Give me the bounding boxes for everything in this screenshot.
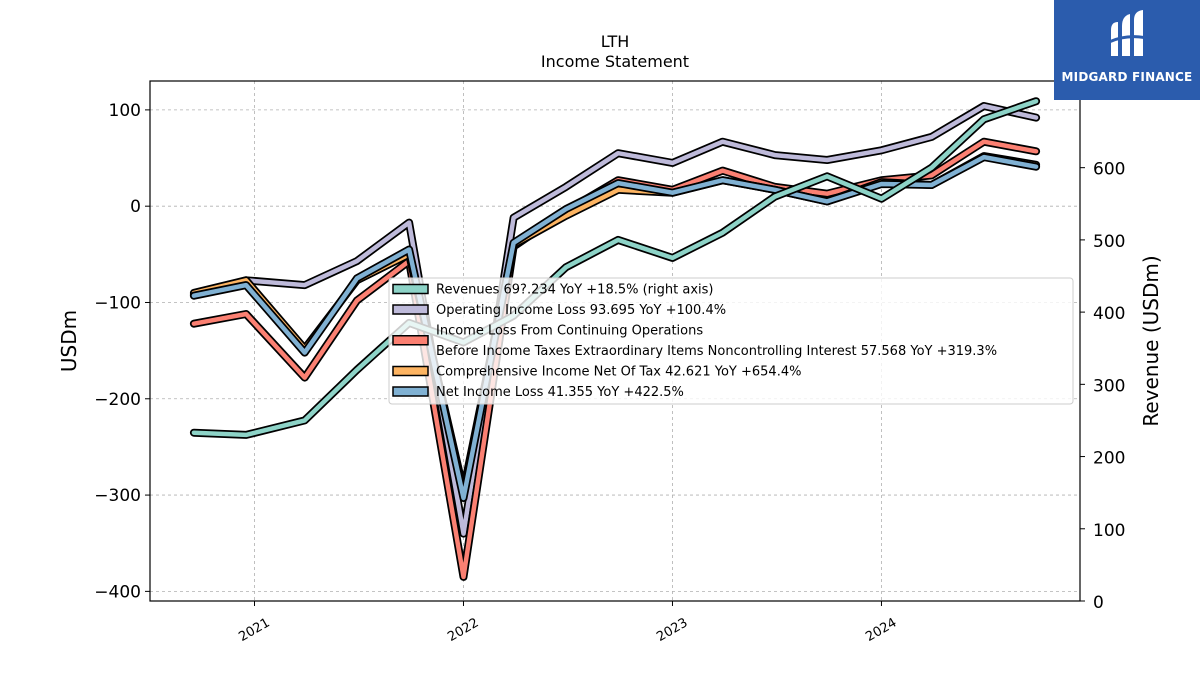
legend-swatch — [392, 386, 429, 397]
axes — [145, 80, 1085, 606]
legend-label: Income Loss From Continuing Operations — [436, 324, 703, 339]
y-tick-label-right: 600 — [1093, 160, 1125, 180]
legend-box — [388, 277, 1074, 405]
x-tick-label: 2023 — [654, 615, 690, 645]
y-tick-label-right: 0 — [1093, 593, 1104, 613]
x-tick-label: 2021 — [236, 615, 272, 645]
chart-title: LTH — [601, 32, 630, 51]
legend-swatch — [392, 335, 429, 346]
midgard-finance-logo: MIDGARD FINANCE — [1054, 0, 1200, 100]
legend-label: Before Income Taxes Extraordinary Items … — [436, 344, 997, 359]
y-tick-label-left: −300 — [94, 486, 141, 506]
y-tick-label-right: 100 — [1093, 521, 1125, 541]
y-tick-label-right: 500 — [1093, 232, 1125, 252]
y-tick-label-left: −400 — [94, 582, 141, 602]
x-tick-label: 2024 — [863, 615, 899, 645]
y-tick-label-right: 400 — [1093, 304, 1125, 324]
y-axis-label-right: Revenue (USDm) — [1139, 255, 1163, 426]
legend-swatch — [392, 283, 429, 295]
y-tick-label-right: 200 — [1093, 449, 1125, 469]
y-tick-label-left: −200 — [94, 390, 141, 410]
chart-subtitle: Income Statement — [541, 52, 689, 71]
legend-label: Revenues 69?.234 YoY +18.5% (right axis) — [436, 283, 713, 298]
y-tick-label-left: −100 — [94, 293, 141, 313]
legend-label: Net Income Loss 41.355 YoY +422.5% — [436, 385, 684, 400]
legend-swatch — [392, 304, 429, 315]
legend-label: Operating Income Loss 93.695 YoY +100.4% — [436, 303, 726, 318]
legend-swatch — [392, 365, 429, 377]
series-line-operating-income-loss — [191, 103, 1039, 536]
series-line-revenues — [191, 98, 1039, 438]
logo-text: MIDGARD FINANCE — [1061, 70, 1193, 84]
y-tick-label-left: 100 — [109, 101, 141, 121]
y-tick-label-left: 0 — [130, 197, 141, 217]
plot-frame — [149, 80, 1081, 602]
legend: Revenues 69?.234 YoY +18.5% (right axis)… — [388, 277, 1074, 405]
x-tick-label: 2022 — [445, 615, 481, 645]
midgard-logo-icon — [1108, 10, 1148, 56]
y-axis-label-left: USDm — [57, 310, 81, 372]
legend-label: Comprehensive Income Net Of Tax 42.621 Y… — [436, 365, 801, 380]
series-lines — [189, 97, 1041, 581]
y-tick-label-right: 300 — [1093, 376, 1125, 396]
